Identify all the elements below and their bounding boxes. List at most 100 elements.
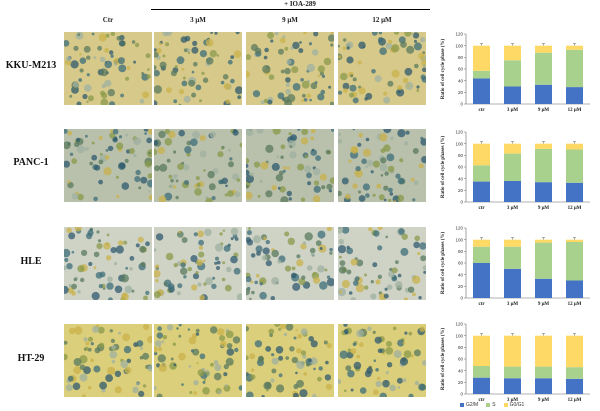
y-tick-label: 40 bbox=[458, 176, 464, 181]
bar-segment-g0g1 bbox=[535, 45, 552, 53]
chart-legend: G2/M S G0/G1 bbox=[460, 400, 524, 410]
micrograph-hle-12um bbox=[338, 227, 426, 300]
treatment-bracket bbox=[151, 9, 430, 10]
micrograph-hle-3um bbox=[154, 227, 242, 300]
x-tick-label: 9 μM bbox=[538, 398, 550, 403]
x-tick-label: 3 μM bbox=[507, 108, 519, 113]
micrograph-kku-m213-9um bbox=[246, 32, 334, 105]
micrograph-hle-9um bbox=[246, 227, 334, 300]
y-tick-label: 120 bbox=[455, 130, 463, 135]
y-tick-label: 60 bbox=[458, 357, 464, 362]
micrograph-hle-ctr bbox=[64, 227, 152, 300]
micrograph-kku-m213-12um bbox=[338, 32, 426, 105]
bar-segment-g0g1 bbox=[566, 45, 583, 50]
bar-segment-s bbox=[535, 242, 552, 279]
bar-segment-s bbox=[566, 49, 583, 88]
bar-segment-s bbox=[504, 153, 521, 181]
bar-segment-g2m bbox=[566, 87, 583, 104]
column-header-ctr: Ctr bbox=[102, 16, 114, 24]
bar-segment-g0g1 bbox=[504, 45, 521, 61]
x-tick-label: 12 μM bbox=[568, 108, 582, 113]
bar-segment-s bbox=[535, 148, 552, 183]
bar-segment-s bbox=[473, 165, 490, 182]
x-tick-label: ctr bbox=[478, 206, 485, 211]
x-tick-label: ctr bbox=[478, 302, 485, 307]
row-label-panc-1: PANC-1 bbox=[13, 157, 49, 168]
bar-segment-g2m bbox=[535, 84, 552, 104]
y-tick-label: 60 bbox=[458, 67, 464, 72]
bar-segment-s bbox=[504, 60, 521, 87]
row-label-hle: HLE bbox=[20, 256, 42, 267]
bar-segment-s bbox=[504, 246, 521, 269]
y-tick-label: 0 bbox=[460, 200, 463, 205]
bar-segment-g0g1 bbox=[473, 143, 490, 166]
y-tick-label: 80 bbox=[458, 249, 464, 254]
y-tick-label: 20 bbox=[458, 380, 464, 385]
bar-segment-g0g1 bbox=[504, 335, 521, 367]
bar-segment-g2m bbox=[504, 86, 521, 104]
x-tick-label: ctr bbox=[478, 398, 485, 403]
bar-segment-g2m bbox=[473, 181, 490, 202]
x-tick-label: 9 μM bbox=[538, 302, 550, 307]
y-tick-label: 100 bbox=[455, 141, 463, 146]
x-tick-label: ctr bbox=[478, 108, 485, 113]
bar-segment-s bbox=[566, 149, 583, 183]
chart-y-axis-label: Ratio of cell cycle phase (%) bbox=[441, 38, 446, 99]
y-tick-label: 20 bbox=[458, 188, 464, 193]
bar-segment-s bbox=[473, 246, 490, 263]
bar-segment-g0g1 bbox=[566, 239, 583, 242]
bar-segment-g2m bbox=[535, 278, 552, 298]
bar-segment-s bbox=[566, 367, 583, 379]
y-tick-label: 80 bbox=[458, 153, 464, 158]
micrograph-ht-29-3um bbox=[154, 324, 242, 397]
y-tick-label: 80 bbox=[458, 55, 464, 60]
x-tick-label: 3 μM bbox=[507, 398, 519, 403]
micrograph-kku-m213-ctr bbox=[64, 32, 152, 105]
micrograph-ht-29-ctr bbox=[64, 324, 152, 397]
bar-segment-g2m bbox=[473, 377, 490, 394]
legend-item-s: S bbox=[486, 402, 496, 408]
micrograph-panc-1-3um bbox=[154, 129, 242, 202]
bar-segment-s bbox=[504, 366, 521, 379]
micrograph-panc-1-9um bbox=[246, 129, 334, 202]
bar-segment-g2m bbox=[566, 378, 583, 394]
y-tick-label: 20 bbox=[458, 90, 464, 95]
y-tick-label: 80 bbox=[458, 345, 464, 350]
bar-segment-g0g1 bbox=[566, 143, 583, 150]
bar-segment-g0g1 bbox=[535, 335, 552, 367]
bar-segment-s bbox=[566, 242, 583, 281]
y-tick-label: 0 bbox=[460, 392, 463, 397]
bar-segment-g2m bbox=[473, 263, 490, 298]
legend-item-g0g1: G0/G1 bbox=[503, 402, 524, 408]
x-tick-label: 3 μM bbox=[507, 206, 519, 211]
y-tick-label: 120 bbox=[455, 226, 463, 231]
column-header-3um: 3 μM bbox=[190, 16, 206, 24]
micrograph-ht-29-12um bbox=[338, 324, 426, 397]
treatment-label: + IOA-289 bbox=[284, 0, 316, 8]
x-tick-label: 3 μM bbox=[507, 302, 519, 307]
bar-segment-g0g1 bbox=[566, 335, 583, 368]
chart-y-axis-label: Ratio of cell cycle phases (%) bbox=[441, 135, 446, 198]
micrograph-kku-m213-3um bbox=[154, 32, 242, 105]
y-tick-label: 60 bbox=[458, 165, 464, 170]
y-tick-label: 100 bbox=[455, 43, 463, 48]
legend-item-g2m: G2/M bbox=[460, 402, 478, 408]
bar-segment-s bbox=[535, 366, 552, 379]
y-tick-label: 0 bbox=[460, 102, 463, 107]
y-tick-label: 100 bbox=[455, 237, 463, 242]
y-tick-label: 40 bbox=[458, 368, 464, 373]
y-tick-label: 0 bbox=[460, 296, 463, 301]
x-tick-label: 12 μM bbox=[568, 398, 582, 403]
column-header-9um: 9 μM bbox=[282, 16, 298, 24]
y-tick-label: 40 bbox=[458, 272, 464, 277]
x-tick-label: 12 μM bbox=[568, 206, 582, 211]
y-tick-label: 120 bbox=[455, 32, 463, 37]
bar-segment-s bbox=[473, 70, 490, 79]
chart-y-axis-label: Ratio of cell cycle phases (%) bbox=[441, 231, 446, 294]
cell-cycle-chart-kku-m213: Ratio of cell cycle phase (%) 0 20 40 60 80 10… bbox=[436, 28, 600, 114]
y-tick-label: 100 bbox=[455, 333, 463, 338]
cell-cycle-chart-ht-29: Ratio of cell cycle phases (%) 0 20 40 60 80 1… bbox=[436, 318, 600, 404]
bar-segment-g2m bbox=[473, 78, 490, 104]
bar-segment-g2m bbox=[535, 378, 552, 394]
bar-segment-g2m bbox=[504, 378, 521, 394]
